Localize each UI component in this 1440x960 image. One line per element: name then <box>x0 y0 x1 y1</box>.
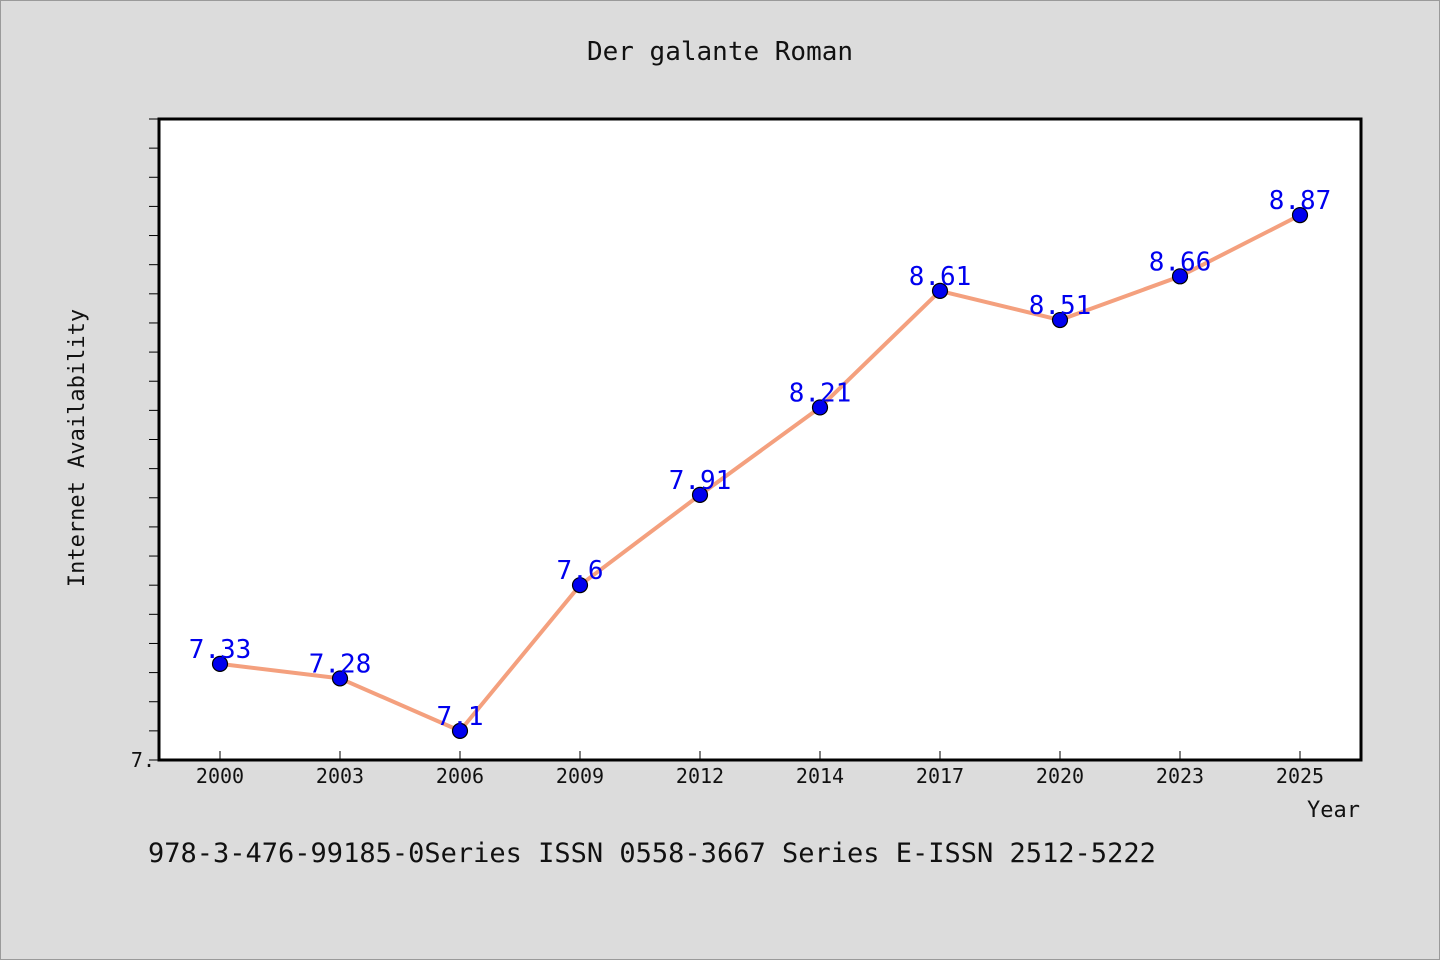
data-point <box>331 670 349 687</box>
x-tick-label: 2014 <box>796 764 844 788</box>
data-label: 7.33 <box>189 635 252 665</box>
x-tick-label: 2000 <box>196 764 244 788</box>
x-tick-label: 2023 <box>1156 764 1204 788</box>
data-point <box>811 399 829 416</box>
data-label: 8.87 <box>1269 186 1332 216</box>
y-tick-label: 7. <box>131 748 155 772</box>
data-label: 8.51 <box>1029 291 1092 321</box>
data-point <box>1291 207 1309 224</box>
data-label: 7.28 <box>309 649 372 679</box>
x-tick-label: 2006 <box>436 764 484 788</box>
x-tick-label: 2009 <box>556 764 604 788</box>
data-label: 7.91 <box>669 466 732 496</box>
data-point <box>1171 268 1189 285</box>
data-point <box>1051 311 1069 329</box>
x-tick-label: 2003 <box>316 764 364 788</box>
series-group: 7.33 7.28 7.1 7.6 7.91 8.21 8.61 8.51 8.66 8.87 <box>189 186 1332 739</box>
y-axis-label: Internet Availability <box>65 309 90 587</box>
data-point <box>571 577 589 594</box>
data-label: 8.21 <box>789 378 852 408</box>
y-axis-ticks: 7. <box>131 118 159 772</box>
x-axis-ticks: 2000 2003 2006 2009 2012 2014 2017 2020 2023 2025 <box>196 751 1324 788</box>
data-point <box>211 655 229 672</box>
data-point <box>451 722 469 739</box>
footer-isbn-issn-text: 978-3-476-99185-0Series ISSN 0558-3667 S… <box>148 838 1156 869</box>
x-tick-label: 2017 <box>916 764 964 788</box>
data-label: 8.61 <box>909 262 972 292</box>
data-label: 7.6 <box>557 556 604 586</box>
data-label: 7.1 <box>437 702 484 732</box>
x-tick-label: 2020 <box>1036 764 1084 788</box>
data-point <box>931 282 949 300</box>
x-axis-label: Year <box>1307 798 1360 823</box>
data-point <box>691 486 709 503</box>
chart-title: Der galante Roman <box>587 37 853 67</box>
x-tick-label: 2012 <box>676 764 724 788</box>
plot-area <box>157 117 1363 762</box>
x-tick-label: 2025 <box>1276 764 1324 788</box>
series-line <box>219 213 1301 733</box>
data-label: 8.66 <box>1149 247 1212 277</box>
